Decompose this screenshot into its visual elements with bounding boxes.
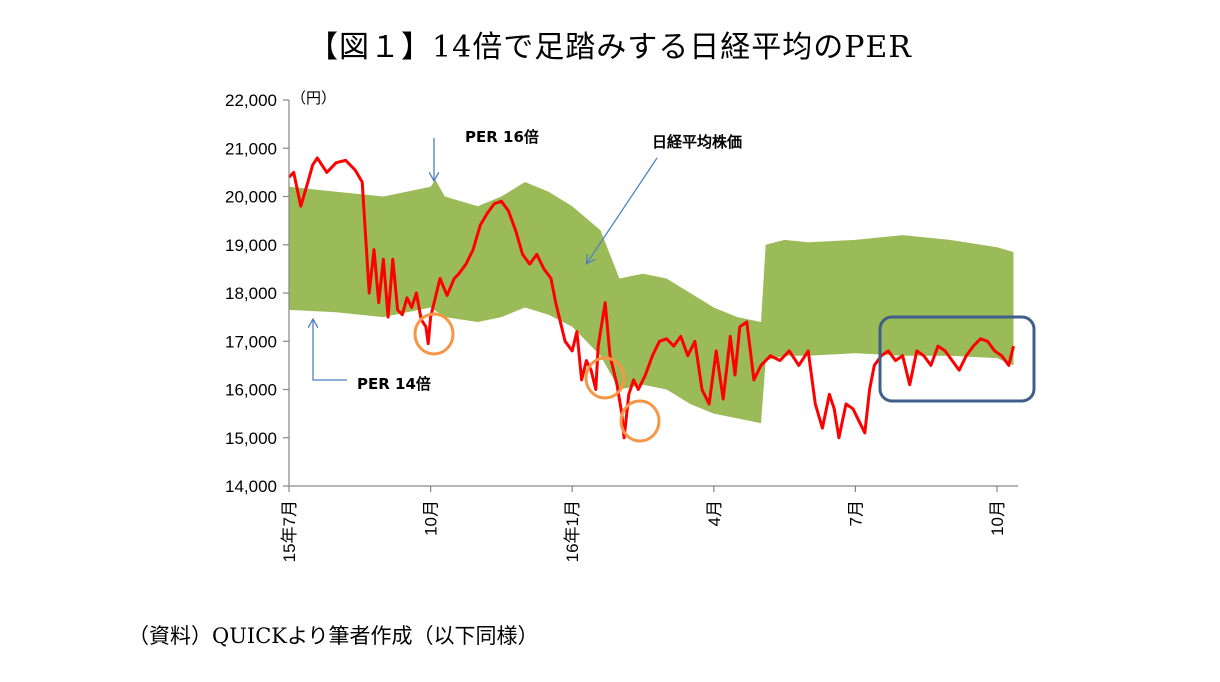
annotation-per16: PER 16倍	[465, 128, 539, 146]
y-tick-label: 21,000	[225, 139, 277, 158]
x-tick-label: 7月	[846, 500, 865, 526]
y-tick-label: 19,000	[225, 236, 277, 255]
y-tick-label: 17,000	[225, 332, 277, 351]
annotation-per14: PER 14倍	[357, 375, 431, 393]
x-tick-label: 10月	[422, 500, 441, 536]
x-tick-label: 15年7月	[280, 500, 299, 562]
y-tick-label: 16,000	[225, 381, 277, 400]
x-tick-label: 10月	[988, 500, 1007, 536]
y-tick-label: 14,000	[225, 477, 277, 496]
highlight-circle-oct	[413, 312, 455, 356]
highlight-box-recent	[878, 315, 1036, 403]
chart-title: 【図１】14倍で足踏みする日経平均のPER	[308, 30, 912, 65]
source-note: （資料）QUICKより筆者作成（以下同様）	[128, 624, 539, 648]
y-tick-label: 22,000	[225, 91, 277, 110]
y-tick-label: 15,000	[225, 429, 277, 448]
x-tick-label: 4月	[705, 500, 724, 526]
highlight-circle-feb	[619, 399, 661, 443]
y-tick-label: 18,000	[225, 284, 277, 303]
y-axis-unit: （円）	[291, 89, 336, 107]
arrow-nikkei	[587, 157, 658, 263]
highlight-circle-jan	[584, 356, 626, 400]
arrow-per14	[313, 320, 347, 381]
y-tick-label: 20,000	[225, 188, 277, 207]
per-band-area	[289, 179, 1014, 424]
x-tick-label: 16年1月	[563, 500, 582, 562]
annotation-nikkei: 日経平均株価	[652, 133, 742, 151]
